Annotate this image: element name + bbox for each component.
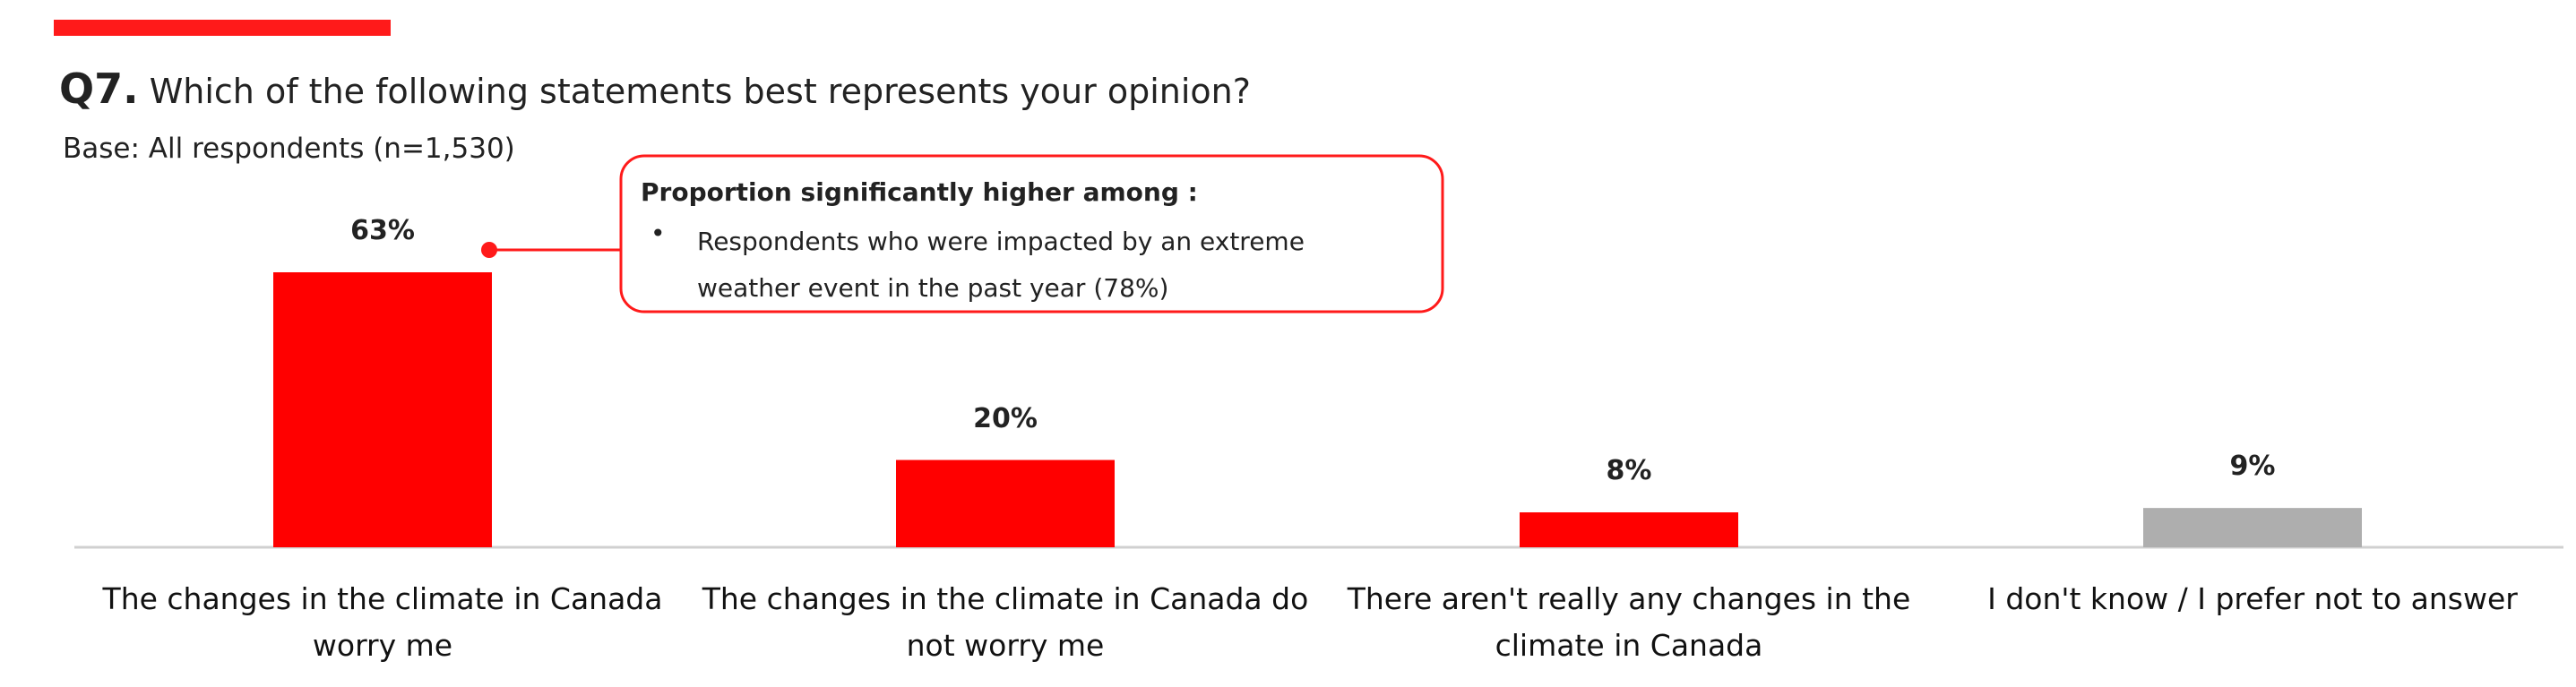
title-row: Q7. Which of the following statements be… <box>59 64 1251 113</box>
chart-title: Which of the following statements best r… <box>149 72 1251 111</box>
category-label: The changes in the climate in Canada do … <box>702 581 1309 663</box>
bar <box>273 272 492 547</box>
accent-bar <box>54 20 391 36</box>
value-label: 8% <box>1606 455 1652 487</box>
category-label: The changes in the climate in Canada wor… <box>102 581 663 663</box>
callout-box <box>619 154 1444 313</box>
bullet: • <box>650 219 666 248</box>
value-label: 9% <box>2229 451 2276 483</box>
value-label: 20% <box>973 402 1038 434</box>
bar <box>896 459 1115 547</box>
callout-dot <box>481 242 497 258</box>
callout-heading: Proportion significantly higher among : <box>641 177 1198 207</box>
value-label: 63% <box>350 215 415 246</box>
bar <box>2143 508 2362 547</box>
category-label: I don't know / I prefer not to answer <box>1987 581 2518 616</box>
category-label: There aren't really any changes in the c… <box>1347 581 1911 663</box>
title-number: Q7. <box>59 64 139 113</box>
callout-item: Respondents who were impacted by an extr… <box>697 227 1305 303</box>
subtitle: Base: All respondents (n=1,530) <box>63 133 515 165</box>
bar <box>1520 512 1738 547</box>
